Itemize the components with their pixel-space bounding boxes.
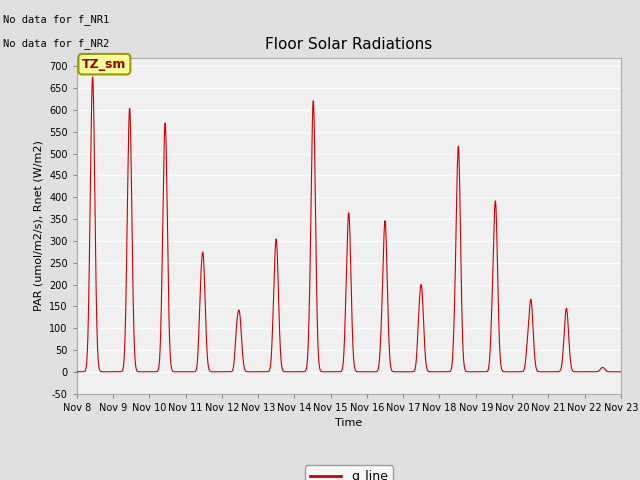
X-axis label: Time: Time — [335, 418, 362, 428]
Title: Floor Solar Radiations: Floor Solar Radiations — [265, 37, 433, 52]
Text: TZ_sm: TZ_sm — [82, 58, 127, 71]
Y-axis label: PAR (umol/m2/s), Rnet (W/m2): PAR (umol/m2/s), Rnet (W/m2) — [33, 140, 44, 311]
Legend: q_line: q_line — [305, 465, 393, 480]
Text: No data for f_NR1: No data for f_NR1 — [3, 14, 109, 25]
Text: No data for f_NR2: No data for f_NR2 — [3, 38, 109, 49]
